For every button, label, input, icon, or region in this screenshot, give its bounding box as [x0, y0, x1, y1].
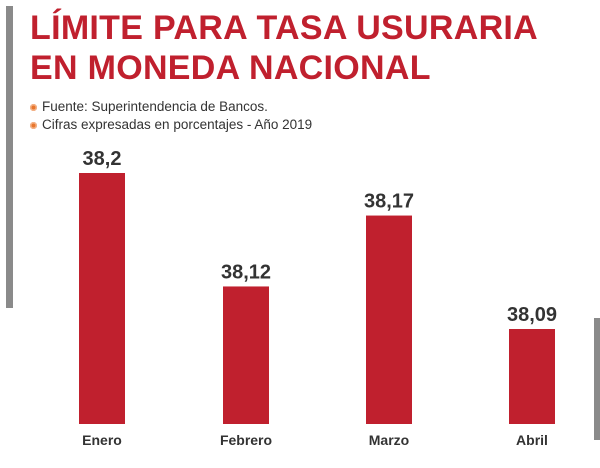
source-note-text: Fuente: Superintendencia de Bancos.	[42, 99, 268, 114]
units-note: Cifras expresadas en porcentajes - Año 2…	[30, 116, 312, 134]
category-label-marzo: Marzo	[369, 432, 409, 448]
bullet-icon	[30, 121, 37, 129]
source-note: Fuente: Superintendencia de Bancos.	[30, 98, 312, 116]
category-label-febrero: Febrero	[220, 432, 272, 448]
bar-marzo	[366, 215, 412, 424]
chart-title: LÍMITE PARA TASA USURARIA EN MONEDA NACI…	[30, 8, 538, 88]
units-note-text: Cifras expresadas en porcentajes - Año 2…	[42, 117, 313, 132]
bar-enero	[79, 173, 125, 424]
title-line-2: EN MONEDA NACIONAL	[30, 49, 431, 87]
value-label-marzo: 38,17	[364, 191, 414, 213]
category-label-abril: Abril	[516, 432, 548, 448]
category-label-enero: Enero	[82, 432, 122, 448]
left-accent-bar	[6, 6, 13, 308]
value-label-febrero: 38,12	[221, 261, 271, 283]
right-accent-bar	[594, 318, 600, 440]
value-label-abril: 38,09	[507, 304, 557, 326]
bullet-icon	[30, 103, 37, 111]
bar-febrero	[223, 286, 269, 424]
chart-notes: Fuente: Superintendencia de Bancos. Cifr…	[30, 98, 312, 134]
value-label-enero: 38,2	[83, 148, 122, 170]
title-line-1: LÍMITE PARA TASA USURARIA	[30, 9, 539, 47]
bar-abril	[509, 329, 555, 424]
